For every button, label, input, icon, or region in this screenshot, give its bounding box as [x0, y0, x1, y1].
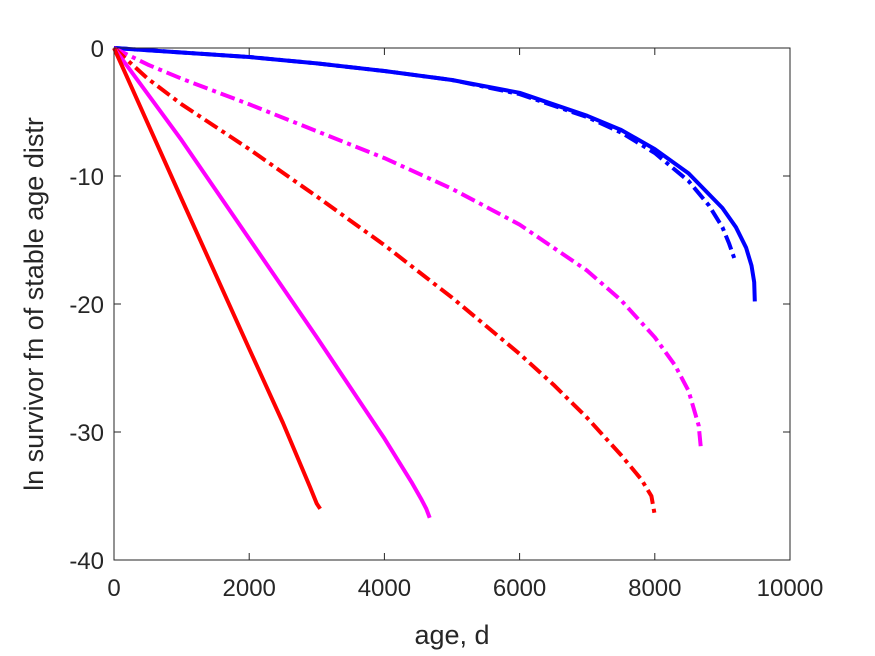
y-tick-label: 0 [91, 36, 104, 63]
x-tick-label: 0 [107, 575, 120, 602]
series-line-6 [112, 47, 322, 510]
axes: 0 2000 4000 6000 8000 10000 0 -10 -20 -30 -40 [69, 36, 823, 602]
y-tick-label: -30 [69, 420, 104, 447]
series-line-3 [113, 46, 703, 448]
series-line-2 [113, 46, 757, 302]
x-tick-label: 2000 [223, 575, 276, 602]
y-tick-label: -40 [69, 548, 104, 575]
series-line-5 [112, 46, 432, 519]
x-axis-label: age, d [414, 620, 489, 650]
series-line-1 [113, 46, 737, 260]
series-line-4 [112, 46, 657, 516]
x-tick-label: 6000 [493, 575, 546, 602]
y-tick-label: -20 [69, 292, 104, 319]
y-axis-label: ln survivor fn of stable age distr [19, 117, 49, 491]
y-tick-label: -10 [69, 164, 104, 191]
x-tick-label: 8000 [628, 575, 681, 602]
x-tick-label: 10000 [757, 575, 824, 602]
plot-lines [112, 46, 757, 519]
x-tick-label: 4000 [358, 575, 411, 602]
